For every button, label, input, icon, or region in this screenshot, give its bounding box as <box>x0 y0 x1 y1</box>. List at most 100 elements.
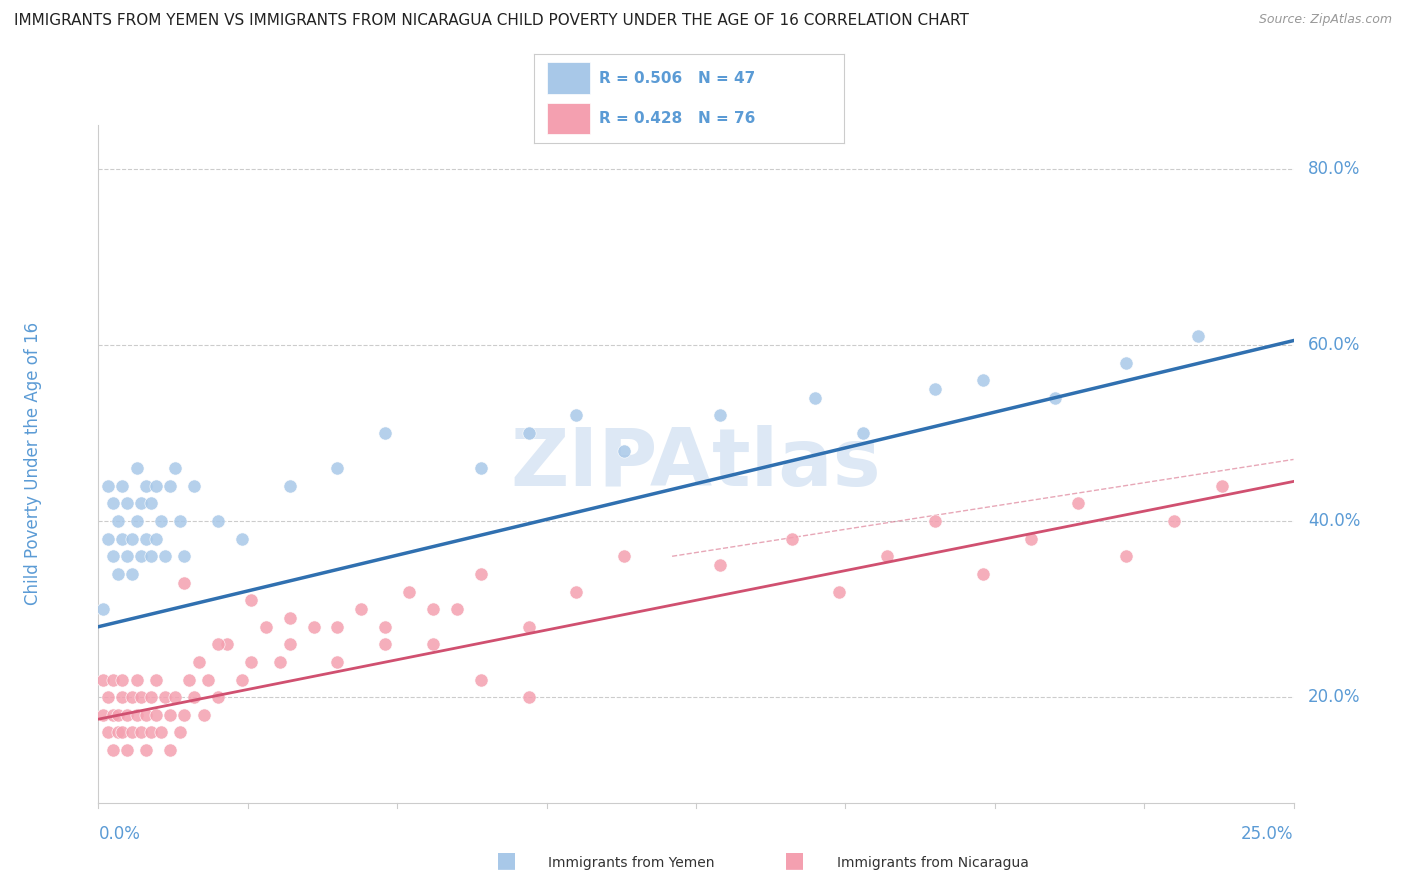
Point <box>924 382 946 396</box>
Point <box>115 743 138 757</box>
Point <box>302 620 325 634</box>
Point <box>173 575 195 590</box>
Text: IMMIGRANTS FROM YEMEN VS IMMIGRANTS FROM NICARAGUA CHILD POVERTY UNDER THE AGE O: IMMIGRANTS FROM YEMEN VS IMMIGRANTS FROM… <box>14 13 969 29</box>
Point <box>326 655 349 669</box>
Point <box>131 690 153 705</box>
Point <box>139 549 162 564</box>
Text: 0.0%: 0.0% <box>98 825 141 843</box>
Point <box>101 549 124 564</box>
Point <box>159 479 181 493</box>
Point <box>470 461 492 475</box>
Point <box>111 673 134 687</box>
Point <box>135 707 157 722</box>
Point <box>101 707 124 722</box>
Point <box>101 743 124 757</box>
Text: 80.0%: 80.0% <box>1308 160 1360 178</box>
Point <box>135 532 157 546</box>
Text: ZIPAtlas: ZIPAtlas <box>510 425 882 503</box>
Point <box>231 532 253 546</box>
Point <box>1115 549 1137 564</box>
Point <box>111 690 134 705</box>
Point <box>1043 391 1066 405</box>
Point <box>173 549 195 564</box>
Point <box>613 443 636 458</box>
Point <box>121 690 143 705</box>
Text: R = 0.506   N = 47: R = 0.506 N = 47 <box>599 70 755 86</box>
Point <box>101 496 124 510</box>
Point <box>1187 329 1209 343</box>
Point <box>207 514 229 528</box>
Point <box>240 655 263 669</box>
Point <box>145 673 167 687</box>
Point <box>121 725 143 739</box>
Point <box>278 637 301 651</box>
Point <box>193 707 215 722</box>
Point <box>183 479 205 493</box>
Point <box>326 620 349 634</box>
Point <box>125 461 148 475</box>
Point <box>107 707 129 722</box>
Point <box>173 707 195 722</box>
Point <box>111 725 134 739</box>
Point <box>139 725 162 739</box>
Point <box>91 673 114 687</box>
Point <box>517 620 540 634</box>
Point <box>1211 479 1233 493</box>
Point <box>1067 496 1090 510</box>
Point <box>780 532 803 546</box>
Point <box>149 725 172 739</box>
Point <box>101 673 124 687</box>
Text: 40.0%: 40.0% <box>1308 512 1360 530</box>
Text: Immigrants from Nicaragua: Immigrants from Nicaragua <box>837 855 1028 870</box>
Point <box>517 425 540 440</box>
Point <box>1163 514 1185 528</box>
Point <box>121 566 143 581</box>
Point <box>163 461 186 475</box>
Point <box>131 549 153 564</box>
Point <box>169 725 191 739</box>
Point <box>972 566 994 581</box>
Text: ■: ■ <box>785 850 804 870</box>
Point <box>197 673 219 687</box>
Point <box>565 409 588 423</box>
Point <box>125 514 148 528</box>
Text: Source: ZipAtlas.com: Source: ZipAtlas.com <box>1258 13 1392 27</box>
Point <box>470 673 492 687</box>
Text: 25.0%: 25.0% <box>1241 825 1294 843</box>
Point <box>97 479 120 493</box>
Point <box>828 584 851 599</box>
Point <box>1019 532 1042 546</box>
Point <box>422 637 444 651</box>
Text: Child Poverty Under the Age of 16: Child Poverty Under the Age of 16 <box>24 322 42 606</box>
Point <box>91 602 114 616</box>
Point <box>97 690 120 705</box>
Point <box>374 425 396 440</box>
Bar <box>547 62 591 94</box>
Point <box>139 690 162 705</box>
Point <box>924 514 946 528</box>
Point <box>155 549 177 564</box>
Point <box>374 620 396 634</box>
Point <box>565 584 588 599</box>
Point <box>972 373 994 387</box>
Point <box>278 479 301 493</box>
Point <box>350 602 373 616</box>
Point <box>115 549 138 564</box>
Point <box>135 743 157 757</box>
Point <box>139 496 162 510</box>
Point <box>1115 355 1137 369</box>
Point <box>145 479 167 493</box>
Point <box>121 532 143 546</box>
Point <box>125 673 148 687</box>
Point <box>97 725 120 739</box>
Text: 20.0%: 20.0% <box>1308 688 1361 706</box>
Point <box>107 514 129 528</box>
Text: Immigrants from Yemen: Immigrants from Yemen <box>548 855 714 870</box>
Point <box>155 690 177 705</box>
Point <box>163 690 186 705</box>
Point <box>145 532 167 546</box>
Point <box>115 496 138 510</box>
Point <box>159 743 181 757</box>
Point <box>852 425 875 440</box>
Point <box>709 558 731 573</box>
